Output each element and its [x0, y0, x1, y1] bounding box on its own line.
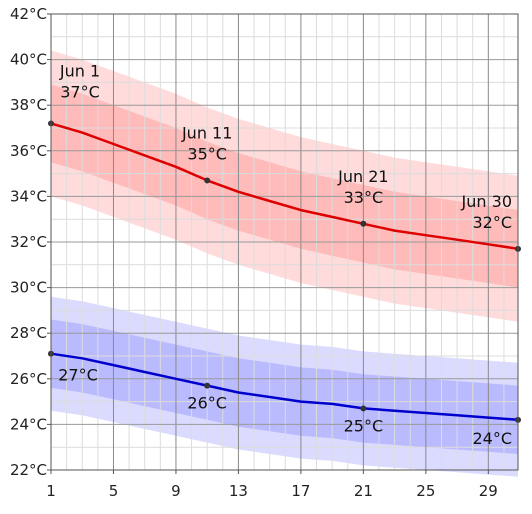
- annotation-value-1: 35°C: [187, 144, 227, 163]
- annotation-value-4: 27°C: [58, 366, 98, 385]
- y-tick-label: 30°C: [10, 279, 47, 297]
- x-tick-label: 25: [416, 482, 435, 500]
- x-tick-label: 17: [291, 482, 310, 500]
- x-tick-label: 21: [354, 482, 373, 500]
- range-bands: [51, 50, 518, 477]
- annotation-date-0: Jun 1: [59, 61, 100, 80]
- y-tick-label: 32°C: [10, 233, 47, 251]
- annotation-marker-1: [204, 177, 211, 184]
- data-labels: Jun 1 37°C Jun 11 35°C Jun 21 33°C Jun 30 32°C 2…: [58, 61, 512, 447]
- x-tick-label: 29: [479, 482, 498, 500]
- y-tick-label: 40°C: [10, 51, 47, 69]
- axes: 22°C 24°C 26°C 28°C 30°C 32°C 34°C 36°C 38°C 40°C…: [10, 5, 519, 500]
- annotation-marker-5: [204, 382, 211, 389]
- annotation-marker-6: [360, 405, 367, 412]
- y-tick-label: 26°C: [10, 370, 47, 388]
- series-1-line: [50, 352, 519, 422]
- annotation-value-7: 24°C: [472, 429, 512, 448]
- y-tick-label: 36°C: [10, 142, 47, 160]
- x-tick-label: 13: [229, 482, 248, 500]
- y-tick-label: 38°C: [10, 96, 47, 114]
- annotation-value-0: 37°C: [60, 82, 100, 101]
- annotation-value-3: 32°C: [472, 213, 512, 232]
- grid-lines: [50, 13, 518, 471]
- series-0-inner-band: [51, 84, 518, 288]
- series-0-line: [50, 122, 519, 251]
- y-tick-label: 34°C: [10, 187, 47, 205]
- y-tick-label: 42°C: [10, 5, 47, 23]
- series-lines: [50, 122, 519, 422]
- annotation-marker-2: [360, 220, 367, 227]
- annotation-value-5: 26°C: [187, 394, 227, 413]
- x-tick-label: 1: [46, 482, 56, 500]
- series-1-inner-band: [51, 319, 518, 454]
- x-tick-label: 9: [171, 482, 181, 500]
- annotation-date-2: Jun 21: [337, 167, 388, 186]
- x-tick-label: 5: [109, 482, 119, 500]
- annotation-value-6: 25°C: [344, 416, 384, 435]
- annotation-value-2: 33°C: [344, 188, 384, 207]
- annotation-date-1: Jun 11: [181, 123, 232, 142]
- annotation-date-3: Jun 30: [461, 192, 512, 211]
- y-tick-label: 24°C: [10, 415, 47, 433]
- y-tick-label: 28°C: [10, 324, 47, 342]
- y-tick-label: 22°C: [10, 461, 47, 479]
